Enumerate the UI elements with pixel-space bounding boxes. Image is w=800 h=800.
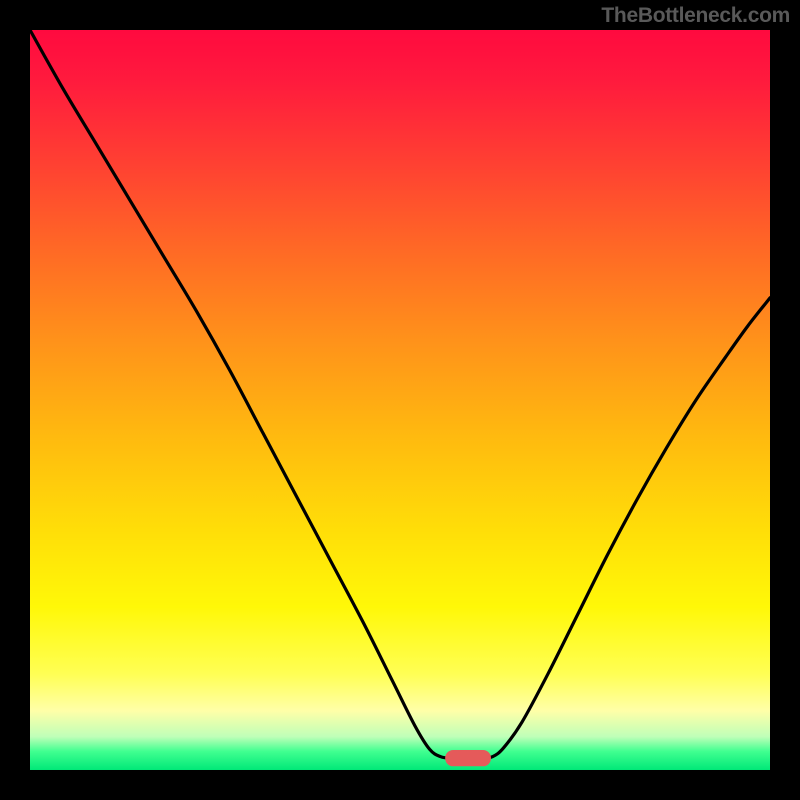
bottleneck-chart — [30, 30, 770, 770]
attribution-text: TheBottleneck.com — [601, 4, 790, 28]
optimal-marker — [445, 750, 491, 766]
plot-background — [30, 30, 770, 770]
chart-container: TheBottleneck.com — [0, 0, 800, 800]
